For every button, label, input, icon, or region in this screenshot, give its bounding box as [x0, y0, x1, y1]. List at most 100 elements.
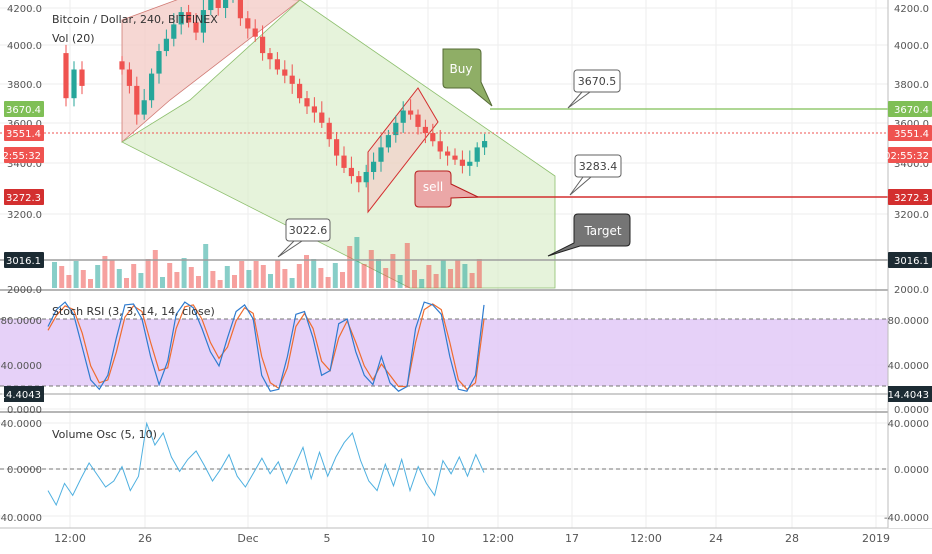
volume-bar — [390, 254, 396, 288]
instrument-title[interactable]: Bitcoin / Dollar, 240, BITFINEX — [52, 13, 218, 26]
osc-tick-label: -40.0000 — [0, 513, 42, 524]
stoch-rsi-title[interactable]: Stoch RSI (3, 3, 14, 14, close) — [52, 305, 215, 318]
candle-body — [378, 147, 384, 162]
stoch-rsi-d-line — [47, 303, 485, 391]
target-callout[interactable]: Target — [547, 213, 631, 257]
sell-callout[interactable]: sell — [414, 170, 479, 208]
volume-bar — [455, 260, 461, 288]
volume-bar — [196, 276, 201, 288]
target-label: Target — [583, 224, 621, 238]
candle-body — [341, 155, 347, 168]
volume-osc-title[interactable]: Volume Osc (5, 10) — [52, 428, 157, 441]
price-tick-label: 3400.0 — [7, 159, 42, 170]
target-value-callout[interactable]: 3022.6 — [277, 218, 331, 258]
price-tick-label: 3800.0 — [894, 80, 929, 91]
volume-bar — [268, 274, 273, 288]
candle-body — [437, 141, 443, 152]
volume-bar — [174, 272, 180, 288]
candle-body — [260, 36, 266, 54]
price-tick-label: 2000.0 — [7, 285, 42, 296]
candle-body — [149, 73, 155, 101]
volume-bar — [275, 260, 281, 288]
candle-body — [467, 161, 473, 166]
volume-bar — [124, 278, 129, 288]
volume-bar — [404, 243, 410, 288]
candle-body — [400, 110, 406, 123]
volume-bar — [145, 259, 151, 288]
candle-body — [348, 167, 354, 177]
osc-tick-label: 40.0000 — [888, 419, 929, 430]
price-tick-label: 2000.0 — [894, 285, 929, 296]
candle-body — [200, 10, 206, 33]
time-tick-label: 12:00 — [630, 532, 662, 545]
volume-bar — [296, 264, 302, 288]
volume-bar — [95, 265, 101, 288]
time-tick-label: 26 — [138, 532, 152, 545]
price-tick-label: 3600.0 — [894, 119, 929, 130]
candle-body — [297, 83, 303, 99]
osc-tick-label: -40.0000 — [884, 513, 929, 524]
price-tick-label: 3400.0 — [894, 159, 929, 170]
time-tick-label: 17 — [565, 532, 579, 545]
candle-body — [415, 114, 421, 127]
volume-bar — [354, 237, 360, 288]
time-axis[interactable]: 12:00 26 Dec 5 10 12:00 17 12:00 24 28 2019 — [54, 532, 890, 545]
target-level-badge-bg — [4, 252, 44, 268]
countdown-badge: 02:55:32 — [0, 151, 41, 162]
volume-title[interactable]: Vol (20) — [52, 32, 95, 45]
last-price-badge: 3551.4 — [6, 129, 41, 140]
volume-bar — [160, 277, 165, 288]
buy-callout[interactable]: Buy — [442, 48, 493, 107]
candle-body — [245, 18, 251, 29]
rsi-tick-label: 0.0000 — [7, 405, 42, 416]
candle-body — [445, 151, 451, 156]
volume-bar — [383, 268, 389, 288]
price-tick-label: 3600.0 — [7, 119, 42, 130]
target-level-badge-bg — [888, 252, 932, 268]
sell-value-callout[interactable]: 3283.4 — [569, 154, 622, 196]
volume-bar — [332, 263, 338, 288]
volume-bar — [412, 270, 417, 288]
volume-bar — [131, 264, 137, 288]
volume-bar — [347, 246, 353, 288]
volume-bar — [217, 280, 223, 288]
candle-body — [126, 69, 132, 86]
price-tick-label: 3800.0 — [7, 80, 42, 91]
candle-body — [311, 106, 317, 113]
price-tick-label: 3200.0 — [894, 210, 929, 221]
volume-bar — [462, 264, 468, 288]
time-tick-label: 12:00 — [482, 532, 514, 545]
volume-bar — [232, 275, 237, 288]
time-tick-label: Dec — [237, 532, 258, 545]
sell-level-badge: 3272.3 — [6, 193, 41, 204]
buy-value-callout[interactable]: 3670.5 — [567, 69, 621, 109]
countdown-badge-bg — [888, 147, 932, 163]
candle-body — [63, 53, 69, 99]
volume-bar — [203, 244, 209, 288]
time-tick-label: 28 — [785, 532, 799, 545]
candle-body — [319, 112, 325, 123]
candle-body — [252, 28, 258, 37]
candle-body — [171, 24, 177, 39]
volume-bar — [59, 266, 65, 288]
target-level-badge: 3016.1 — [6, 256, 41, 267]
volume-bar — [440, 260, 446, 288]
candle-body — [430, 133, 436, 142]
candle-body — [289, 75, 295, 84]
volume-bar — [253, 261, 259, 288]
candle-body — [474, 147, 480, 162]
price-tick-label: 4000.0 — [894, 41, 929, 52]
countdown-badge-bg — [4, 147, 44, 163]
volume-bar — [368, 250, 374, 288]
volume-bar — [325, 277, 331, 288]
candle-body — [304, 98, 310, 107]
volume-bar — [311, 259, 317, 288]
candle-body — [334, 139, 340, 156]
volume-bar — [397, 275, 403, 288]
volume-bar — [426, 265, 432, 288]
candle-body — [134, 85, 140, 115]
volume-bar — [66, 275, 72, 288]
volume-bar — [289, 278, 295, 288]
